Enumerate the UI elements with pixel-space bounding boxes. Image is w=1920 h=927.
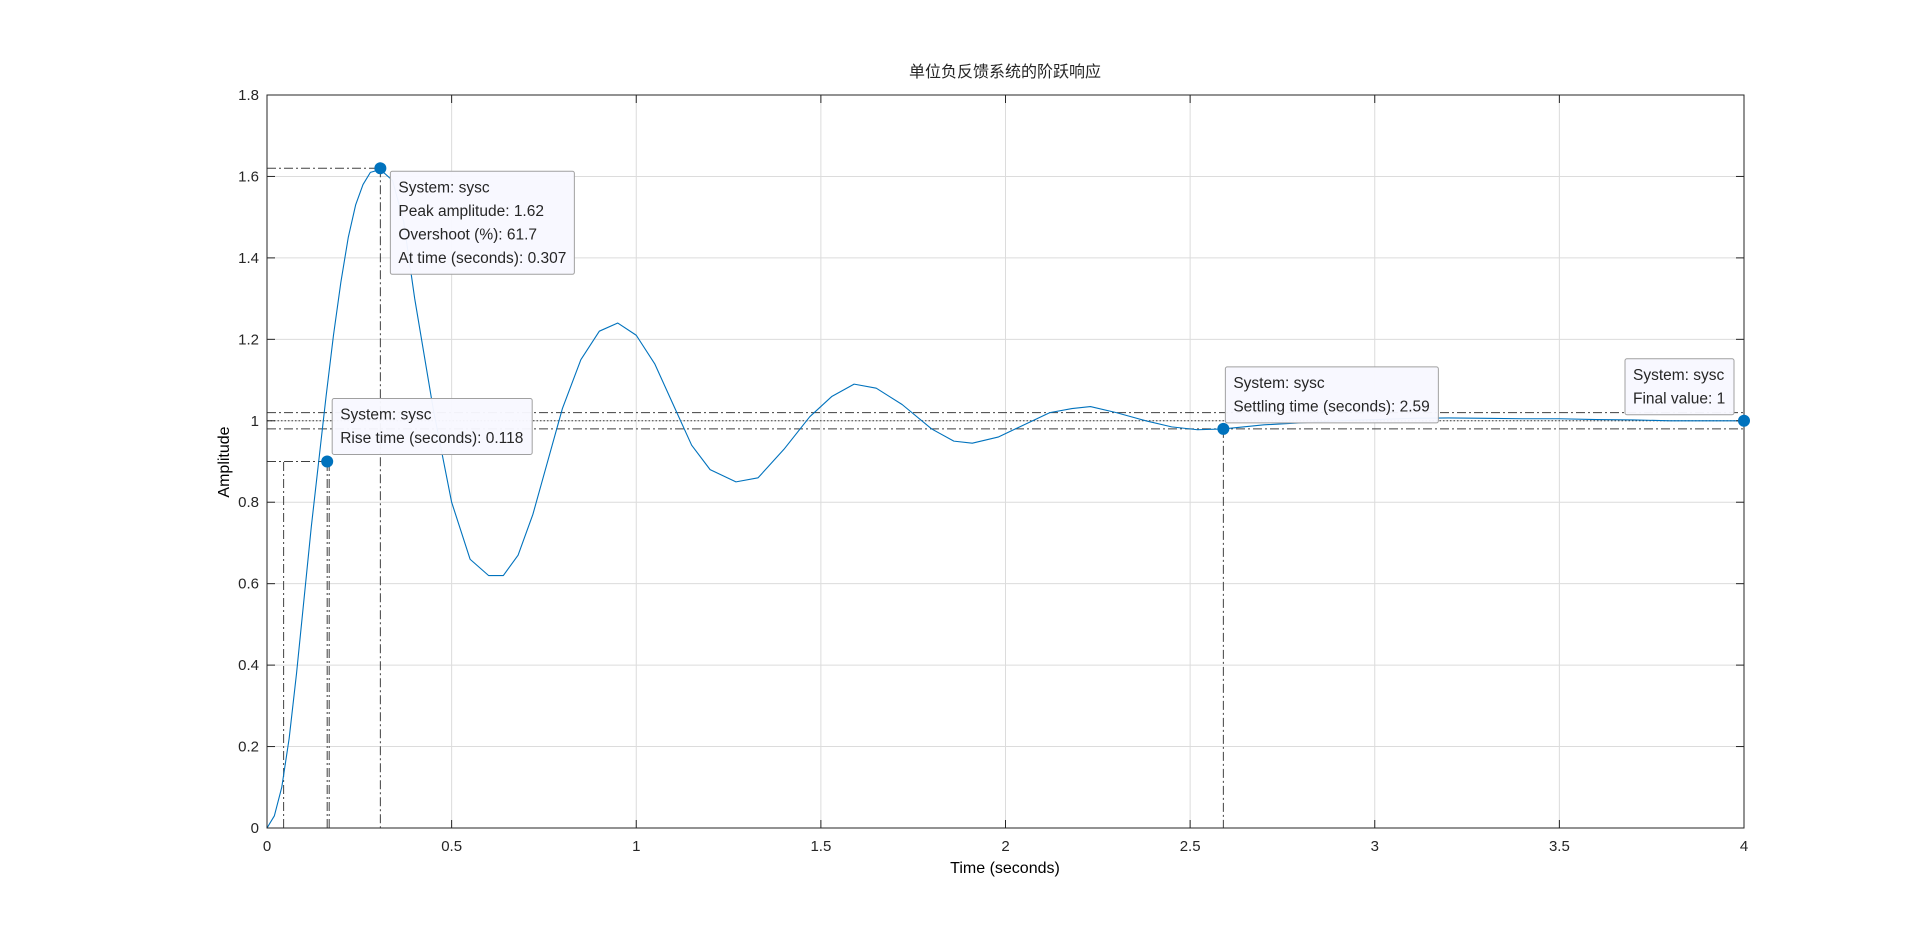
data-tip-line: Overshoot (%): 61.7	[398, 226, 537, 243]
x-tick-label: 3.5	[1549, 838, 1570, 855]
x-tick-label: 4	[1740, 838, 1748, 855]
x-tick-label: 2	[1001, 838, 1009, 855]
data-tip-settling[interactable]: System: sysc Settling time (seconds): 2.5…	[1224, 366, 1439, 424]
data-tip-line: Final value: 1	[1633, 390, 1725, 407]
data-tip-line: System: sysc	[1233, 375, 1325, 392]
data-tip-line: System: sysc	[398, 179, 490, 196]
data-tip-line: System: sysc	[1633, 367, 1725, 384]
data-tip-box	[331, 398, 533, 455]
data-tip-line: System: sysc	[340, 407, 432, 424]
y-tick-label: 0.2	[238, 739, 259, 756]
y-tick-label: 1.2	[238, 331, 259, 348]
axis-ticks: 0 0.5 1 1.5 2 2.5 3 3.5 4 0 0.2 0.4 0.6 0.8 1 1.2 1.4 1.6…	[238, 87, 1748, 855]
data-tip-line: At time (seconds): 0.307	[398, 250, 566, 267]
x-tick-label: 1	[632, 838, 640, 855]
data-tip-box	[1224, 366, 1439, 424]
data-tip-line: Rise time (seconds): 0.118	[340, 430, 523, 447]
data-tip-peak[interactable]: System: sysc Peak amplitude: 1.62 Overshoo…	[389, 170, 575, 275]
data-tip-box	[1624, 358, 1735, 416]
y-tick-label: 1.8	[238, 87, 259, 104]
data-tip-box	[389, 170, 575, 275]
y-axis-title: Amplitude	[216, 426, 233, 497]
data-tip-marker[interactable]	[1217, 422, 1230, 435]
y-tick-label: 1.4	[238, 250, 259, 267]
y-tick-label: 1.6	[238, 168, 259, 185]
data-tip-rise[interactable]: System: sysc Rise time (seconds): 0.118	[331, 398, 533, 455]
data-tip-marker[interactable]	[374, 162, 387, 175]
x-tick-label: 3	[1371, 838, 1379, 855]
data-tips: System: sysc Peak amplitude: 1.62 Overshoo…	[321, 162, 1750, 468]
y-tick-label: 0.4	[238, 657, 259, 674]
x-tick-label: 0.5	[441, 838, 462, 855]
y-tick-label: 0.8	[238, 494, 259, 511]
x-axis-title: Time (seconds)	[950, 860, 1060, 877]
chart-title: 单位负反馈系统的阶跃响应	[909, 62, 1101, 81]
grid-lines	[267, 95, 1744, 828]
y-tick-label: 0.6	[238, 576, 259, 593]
data-tip-marker[interactable]	[321, 455, 334, 468]
data-tip-line: Peak amplitude: 1.62	[398, 203, 544, 220]
x-tick-label: 2.5	[1180, 838, 1201, 855]
y-tick-label: 1	[251, 413, 259, 430]
x-tick-label: 0	[263, 838, 271, 855]
data-tip-marker[interactable]	[1738, 414, 1750, 427]
y-tick-label: 0	[251, 820, 259, 837]
x-tick-label: 1.5	[810, 838, 831, 855]
data-tip-final[interactable]: System: sysc Final value: 1	[1624, 358, 1735, 416]
data-tip-line: Settling time (seconds): 2.59	[1233, 398, 1429, 415]
